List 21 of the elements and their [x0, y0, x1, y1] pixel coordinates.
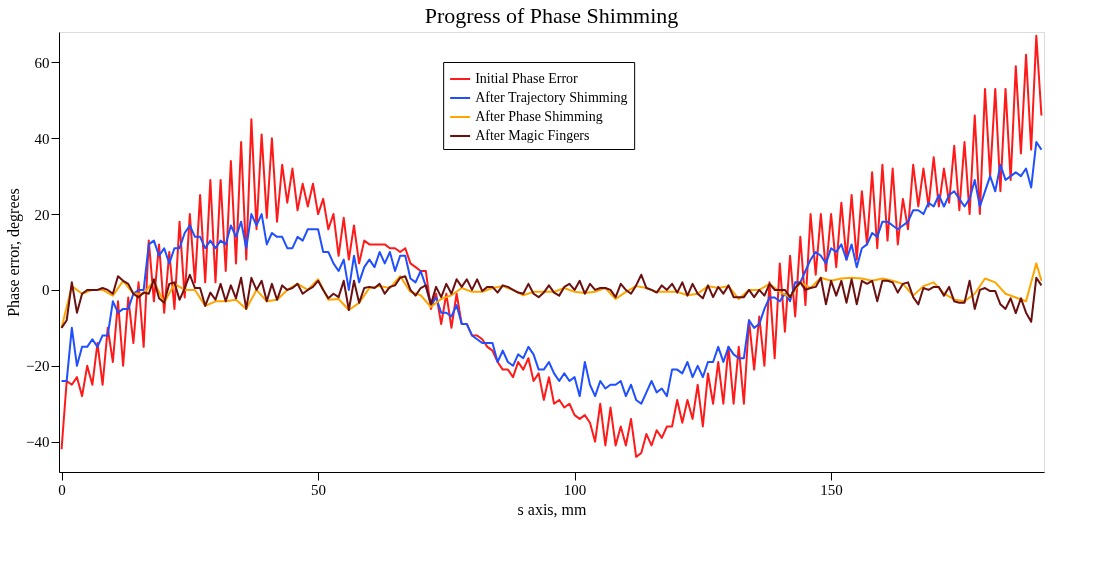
- chart-title: Progress of Phase Shimming: [424, 3, 679, 28]
- y-tick-label: −20: [26, 358, 50, 375]
- legend-label: After Phase Shimming: [475, 109, 603, 124]
- x-tick-label: 100: [563, 481, 587, 498]
- y-tick-label: 60: [34, 54, 50, 71]
- y-tick-label: 0: [42, 282, 50, 299]
- y-tick-label: 20: [34, 206, 50, 223]
- line-series: [60, 273, 1043, 329]
- legend-label: After Magic Fingers: [475, 128, 590, 143]
- legend-label: After Trajectory Shimming: [475, 90, 628, 105]
- x-tick-label: 0: [58, 481, 66, 498]
- line-series: [60, 262, 1043, 329]
- y-tick-label: −40: [26, 434, 50, 451]
- line-series: [60, 34, 1043, 458]
- x-axis-title: s axis, mm: [517, 500, 587, 518]
- line-series: [60, 141, 1043, 405]
- legend-label: Initial Phase Error: [475, 71, 579, 86]
- y-tick-label: 40: [34, 130, 50, 147]
- y-axis-title: Phase error, degrees: [5, 188, 24, 317]
- x-tick-label: 50: [311, 481, 327, 498]
- x-tick-label: 150: [820, 481, 843, 498]
